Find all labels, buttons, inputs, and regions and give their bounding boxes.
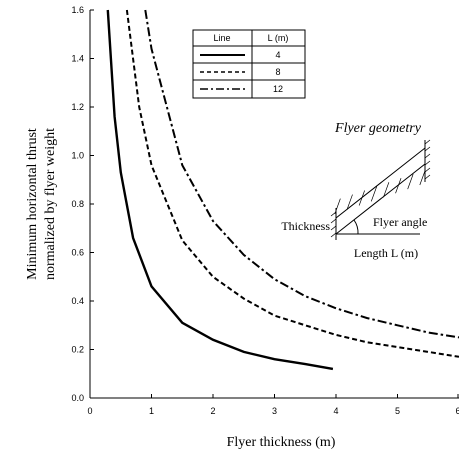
x-tick-label: 2 [210,406,215,416]
y-tick-label: 1.4 [71,54,84,64]
legend-box [192,29,306,99]
x-tick-label: 1 [149,406,154,416]
left-wall-hatch [330,211,337,238]
legend-header-line: Line [213,33,230,43]
x-tick-label: 4 [333,406,338,416]
flyer-strip [335,146,426,236]
inset-title: Flyer geometry [334,121,422,136]
series-line-dash-dot [144,9,459,339]
right-wall-hatch [424,139,431,180]
angle-arc [353,219,359,235]
y-tick-label: 1.0 [71,151,84,161]
y-axis-title-line1: Minimum horizontal thrust [25,128,40,280]
y-tick-label: 0.6 [71,248,84,258]
x-ticks: 0 1 2 3 4 5 6 [87,394,459,416]
x-tick-label: 3 [272,406,277,416]
flyer-strip-hatch [334,169,426,214]
x-axis-title: Flyer thickness (m) [227,435,336,450]
y-tick-label: 0.2 [71,345,84,355]
series-line-solid [106,9,334,371]
flyer-geometry-inset: Flyer geometry Thickness Flyer angle Len… [281,121,431,260]
length-label: Length L (m) [354,246,418,260]
legend-header-value: L (m) [268,33,289,43]
legend: Line L (m) 4 8 12 [192,29,306,99]
y-tick-label: 1.2 [71,102,84,112]
y-axis-title-line2: normalized by flyer weight [43,128,58,280]
legend-value-8: 8 [275,67,280,77]
legend-value-12: 12 [273,84,283,94]
thickness-label: Thickness [281,219,330,233]
y-tick-label: 0.8 [71,199,84,209]
x-tick-label: 5 [395,406,400,416]
legend-value-4: 4 [275,50,280,60]
y-tick-label: 0.0 [71,393,84,403]
y-ticks: 0.0 0.2 0.4 0.6 0.8 1.0 1.2 1.4 1.6 [71,5,94,403]
x-tick-label: 6 [455,406,459,416]
x-tick-label: 0 [87,406,92,416]
curves [106,9,459,371]
y-tick-label: 1.6 [71,5,84,15]
flyer-angle-label: Flyer angle [373,215,427,229]
y-tick-label: 0.4 [71,296,84,306]
